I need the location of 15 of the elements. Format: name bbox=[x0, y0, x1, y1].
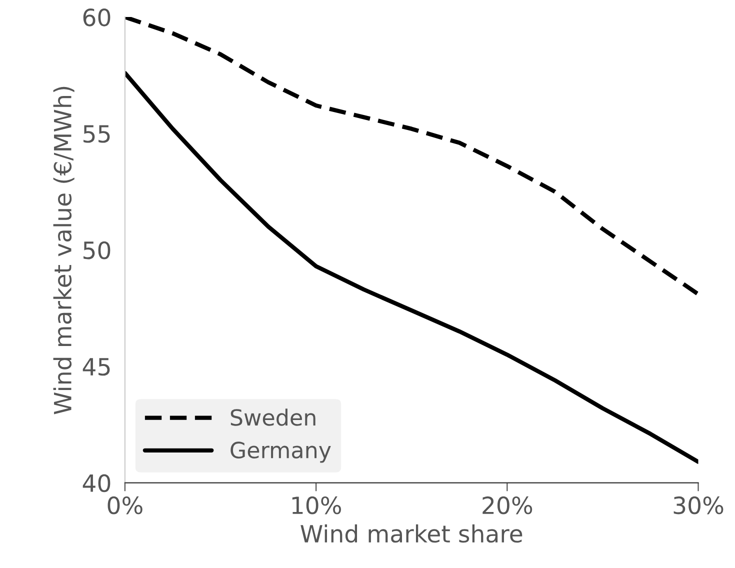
x-tick-label: 10% bbox=[292, 496, 341, 514]
y-axis-title: Wind market value (€/MWh) bbox=[53, 86, 74, 414]
x-tick-label: 20% bbox=[482, 496, 532, 514]
x-axis-title: Wind market share bbox=[300, 524, 522, 543]
legend-label: Sweden bbox=[230, 408, 316, 426]
line-series bbox=[124, 70, 698, 464]
y-tick-label: 45 bbox=[82, 358, 110, 376]
legend-label: Germany bbox=[230, 442, 331, 463]
y-tick-label: 55 bbox=[84, 125, 110, 143]
line-series bbox=[124, 17, 698, 296]
y-tick-label: 40 bbox=[82, 474, 110, 492]
y-tick-label: 60 bbox=[83, 8, 110, 26]
x-tick-label: 30% bbox=[674, 496, 724, 514]
y-tick-label: 50 bbox=[84, 241, 110, 260]
x-tick-label: 0% bbox=[108, 496, 142, 514]
